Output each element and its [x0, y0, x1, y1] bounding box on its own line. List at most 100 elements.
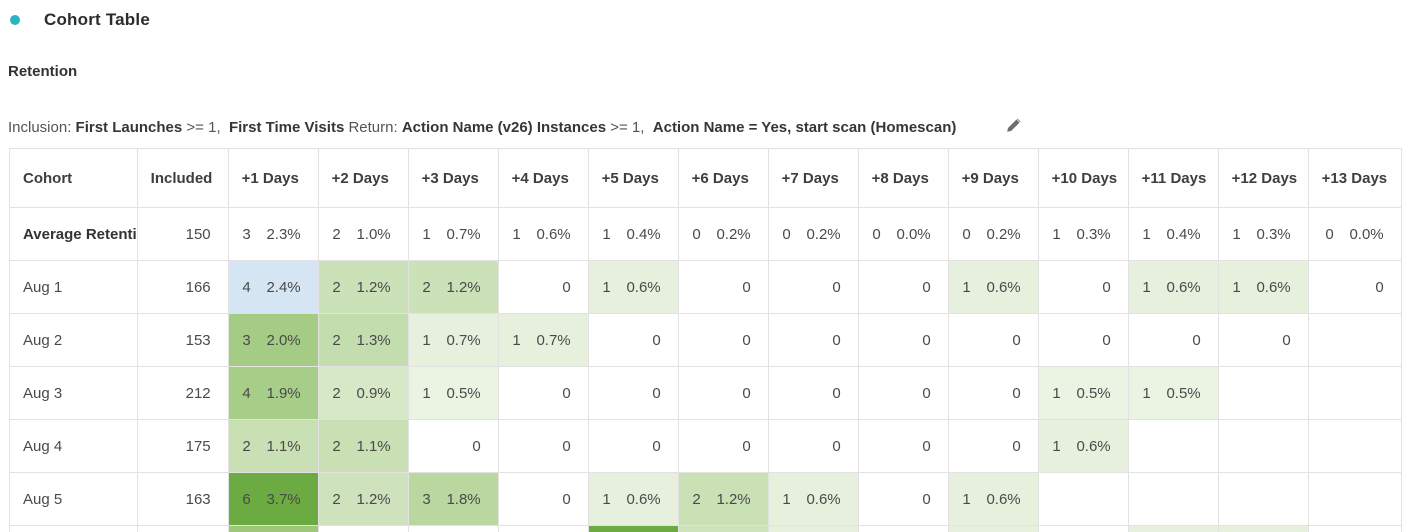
- column-header--13-days[interactable]: +13 Days: [1307, 148, 1402, 208]
- retention-cell[interactable]: 0: [947, 313, 1039, 367]
- retention-cell[interactable]: 0 0.2%: [947, 207, 1039, 261]
- retention-cell[interactable]: 1 0.7%: [497, 313, 589, 367]
- column-header--2-days[interactable]: +2 Days: [317, 148, 409, 208]
- retention-cell[interactable]: [1127, 419, 1219, 473]
- retention-cell[interactable]: 2 1.2%: [407, 260, 499, 314]
- retention-cell[interactable]: 0: [677, 260, 769, 314]
- retention-cell[interactable]: [677, 525, 769, 532]
- column-header--11-days[interactable]: +11 Days: [1127, 148, 1219, 208]
- retention-cell[interactable]: 2 1.2%: [317, 472, 409, 526]
- retention-cell[interactable]: 0: [497, 419, 589, 473]
- retention-cell[interactable]: 1 0.6%: [1217, 260, 1309, 314]
- retention-cell[interactable]: 1 0.5%: [407, 366, 499, 420]
- retention-cell[interactable]: 6 3.7%: [227, 472, 319, 526]
- retention-cell[interactable]: 1 0.7%: [407, 207, 499, 261]
- retention-cell[interactable]: 0: [587, 419, 679, 473]
- retention-cell[interactable]: [317, 525, 409, 532]
- retention-cell[interactable]: 0: [857, 366, 949, 420]
- retention-cell[interactable]: 0: [497, 260, 589, 314]
- retention-cell[interactable]: 2 1.1%: [317, 419, 409, 473]
- retention-cell[interactable]: 0 0.2%: [677, 207, 769, 261]
- column-header--12-days[interactable]: +12 Days: [1217, 148, 1309, 208]
- retention-cell[interactable]: 1 0.6%: [587, 260, 679, 314]
- column-header--9-days[interactable]: +9 Days: [947, 148, 1039, 208]
- retention-cell[interactable]: 0: [1307, 260, 1402, 314]
- retention-cell[interactable]: 0: [587, 366, 679, 420]
- retention-cell[interactable]: 1 0.6%: [1127, 260, 1219, 314]
- column-header--10-days[interactable]: +10 Days: [1037, 148, 1129, 208]
- retention-cell[interactable]: 2 0.9%: [317, 366, 409, 420]
- retention-cell[interactable]: 0: [497, 472, 589, 526]
- retention-cell[interactable]: [1307, 525, 1402, 532]
- retention-cell[interactable]: 0: [587, 313, 679, 367]
- edit-criteria-button[interactable]: [976, 103, 1021, 151]
- retention-cell[interactable]: 0: [767, 419, 859, 473]
- retention-cell[interactable]: 4 2.4%: [227, 260, 319, 314]
- retention-cell[interactable]: [1037, 525, 1129, 532]
- column-header-included[interactable]: Included: [136, 148, 229, 208]
- retention-cell[interactable]: 0: [677, 313, 769, 367]
- retention-cell[interactable]: 2 1.1%: [227, 419, 319, 473]
- retention-cell[interactable]: [1217, 525, 1309, 532]
- retention-cell[interactable]: 0: [497, 366, 589, 420]
- retention-cell[interactable]: [1127, 472, 1219, 526]
- retention-cell[interactable]: [227, 525, 319, 532]
- retention-cell[interactable]: 0: [677, 419, 769, 473]
- retention-cell[interactable]: 0: [1127, 313, 1219, 367]
- retention-cell[interactable]: 3 2.3%: [227, 207, 319, 261]
- retention-cell[interactable]: [1127, 525, 1219, 532]
- retention-cell[interactable]: 0: [407, 419, 499, 473]
- retention-cell[interactable]: [1307, 472, 1402, 526]
- retention-cell[interactable]: 1 0.5%: [1037, 366, 1129, 420]
- retention-cell[interactable]: 0: [1037, 313, 1129, 367]
- retention-cell[interactable]: 0: [857, 472, 949, 526]
- retention-cell[interactable]: 1 0.7%: [407, 313, 499, 367]
- retention-cell[interactable]: 0: [947, 366, 1039, 420]
- retention-cell[interactable]: 2 1.3%: [317, 313, 409, 367]
- retention-cell[interactable]: 4 1.9%: [227, 366, 319, 420]
- retention-cell[interactable]: [1037, 472, 1129, 526]
- column-header--5-days[interactable]: +5 Days: [587, 148, 679, 208]
- retention-cell[interactable]: [1217, 419, 1309, 473]
- retention-cell[interactable]: 0: [767, 366, 859, 420]
- retention-cell[interactable]: [1307, 366, 1402, 420]
- retention-cell[interactable]: [1217, 472, 1309, 526]
- retention-cell[interactable]: 1 0.6%: [767, 472, 859, 526]
- retention-cell[interactable]: 0: [677, 366, 769, 420]
- retention-cell[interactable]: 1 0.6%: [587, 472, 679, 526]
- column-header--1-days[interactable]: +1 Days: [227, 148, 319, 208]
- retention-cell[interactable]: [767, 525, 859, 532]
- retention-cell[interactable]: [587, 525, 679, 532]
- column-header--3-days[interactable]: +3 Days: [407, 148, 499, 208]
- retention-cell[interactable]: [1307, 419, 1402, 473]
- retention-cell[interactable]: 1 0.6%: [947, 472, 1039, 526]
- retention-cell[interactable]: 1 0.3%: [1217, 207, 1309, 261]
- retention-cell[interactable]: 0: [1217, 313, 1309, 367]
- retention-cell[interactable]: 2 1.0%: [317, 207, 409, 261]
- retention-cell[interactable]: 0: [767, 260, 859, 314]
- retention-cell[interactable]: 0 0.2%: [767, 207, 859, 261]
- retention-cell[interactable]: 0: [857, 313, 949, 367]
- column-header--6-days[interactable]: +6 Days: [677, 148, 769, 208]
- retention-cell[interactable]: 1 0.6%: [1037, 419, 1129, 473]
- retention-cell[interactable]: 0 0.0%: [1307, 207, 1402, 261]
- column-header--4-days[interactable]: +4 Days: [497, 148, 589, 208]
- retention-cell[interactable]: 0: [857, 419, 949, 473]
- retention-cell[interactable]: [1307, 313, 1402, 367]
- retention-cell[interactable]: [857, 525, 949, 532]
- retention-cell[interactable]: 0: [947, 419, 1039, 473]
- column-header--7-days[interactable]: +7 Days: [767, 148, 859, 208]
- retention-cell[interactable]: 3 1.8%: [407, 472, 499, 526]
- retention-cell[interactable]: 0: [1037, 260, 1129, 314]
- retention-cell[interactable]: [497, 525, 589, 532]
- retention-cell[interactable]: 2 1.2%: [317, 260, 409, 314]
- retention-cell[interactable]: 1 0.6%: [947, 260, 1039, 314]
- column-header--8-days[interactable]: +8 Days: [857, 148, 949, 208]
- column-header-cohort[interactable]: Cohort: [9, 148, 138, 208]
- retention-cell[interactable]: 3 2.0%: [227, 313, 319, 367]
- retention-cell[interactable]: 1 0.5%: [1127, 366, 1219, 420]
- retention-cell[interactable]: 1 0.4%: [587, 207, 679, 261]
- retention-cell[interactable]: [1217, 366, 1309, 420]
- retention-cell[interactable]: 1 0.3%: [1037, 207, 1129, 261]
- retention-cell[interactable]: [947, 525, 1039, 532]
